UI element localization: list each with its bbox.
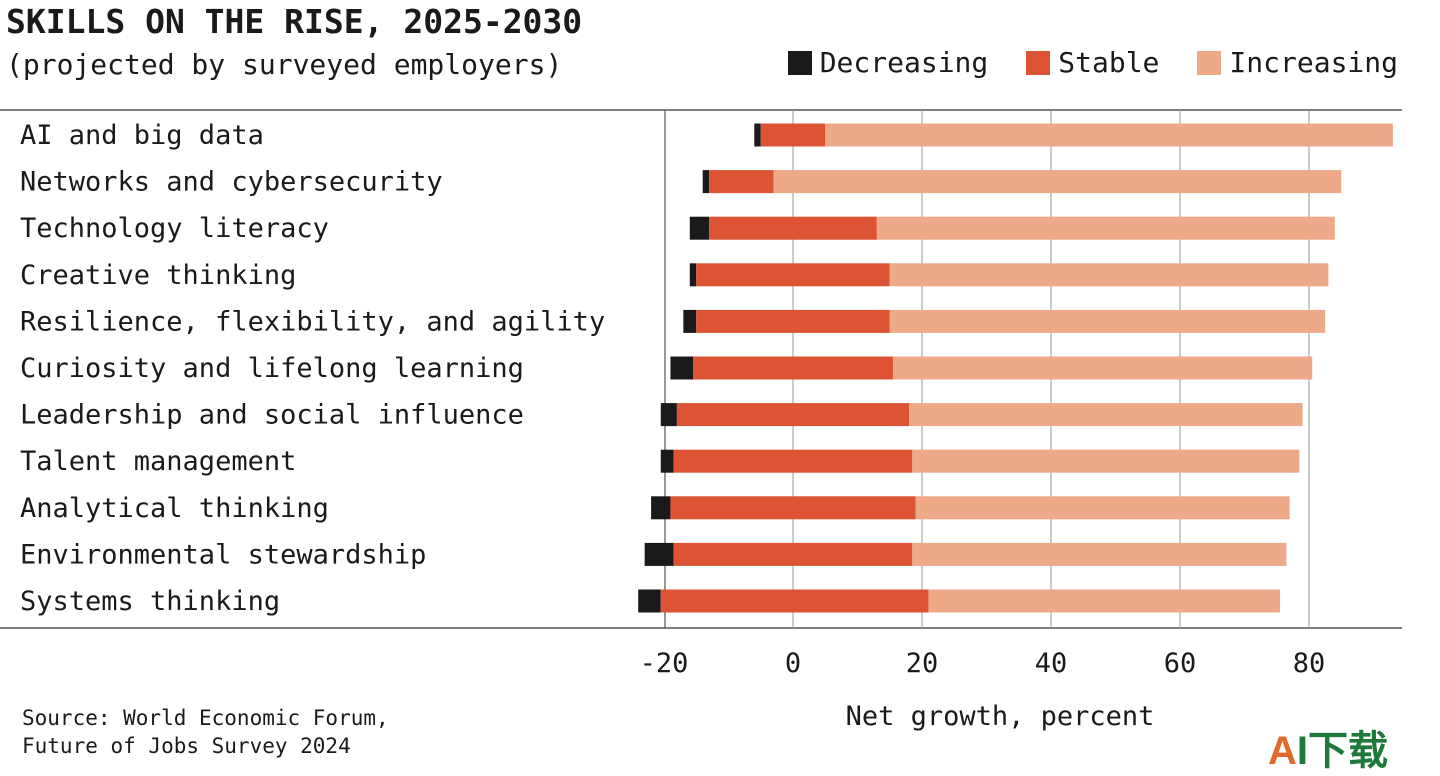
bar-increasing xyxy=(892,356,1313,380)
bar-increasing xyxy=(825,123,1393,147)
category-label: Creative thinking xyxy=(20,260,296,291)
bar-decreasing xyxy=(702,170,710,194)
legend-item-increasing: Increasing xyxy=(1197,46,1398,79)
bar-increasing xyxy=(912,542,1287,566)
bar-increasing xyxy=(773,170,1342,194)
legend-label-decreasing: Decreasing xyxy=(819,46,989,79)
category-label: Systems thinking xyxy=(20,586,280,617)
legend-label-stable: Stable xyxy=(1058,46,1160,79)
source-line-2: Future of Jobs Survey 2024 xyxy=(22,734,351,758)
bar-decreasing xyxy=(660,449,674,473)
category-label: AI and big data xyxy=(20,120,264,151)
bar-increasing xyxy=(912,449,1300,473)
chart-subtitle: (projected by surveyed employers) xyxy=(6,48,563,81)
bar-decreasing xyxy=(644,542,674,566)
bar-decreasing xyxy=(651,496,671,520)
category-label: Technology literacy xyxy=(20,213,329,244)
category-label: Talent management xyxy=(20,446,296,477)
chart-title: SKILLS ON THE RISE, 2025-2030 xyxy=(6,2,583,41)
bar-stable xyxy=(673,449,913,473)
category-label: Analytical thinking xyxy=(20,493,329,524)
bar-stable xyxy=(693,356,893,380)
bar-decreasing xyxy=(683,309,697,333)
x-tick-label: 80 xyxy=(1293,648,1326,679)
category-label: Resilience, flexibility, and agility xyxy=(20,306,605,337)
bar-decreasing xyxy=(689,216,710,240)
legend-item-stable: Stable xyxy=(1026,46,1159,79)
x-tick-label: 40 xyxy=(1035,648,1068,679)
bar-stable xyxy=(709,170,774,194)
x-tick-label: 60 xyxy=(1164,648,1197,679)
bar-stable xyxy=(696,309,890,333)
x-tick-label: 20 xyxy=(906,648,939,679)
bar-increasing xyxy=(928,589,1280,613)
bar-stable xyxy=(709,216,877,240)
bar-increasing xyxy=(889,309,1326,333)
bar-increasing xyxy=(915,496,1290,520)
watermark-logo: AI下载 xyxy=(1268,729,1389,773)
category-label: Curiosity and lifelong learning xyxy=(20,353,524,384)
bar-increasing xyxy=(889,263,1329,287)
bar-stable xyxy=(696,263,890,287)
source-note: Source: World Economic Forum, Future of … xyxy=(22,704,389,760)
category-label: Networks and cybersecurity xyxy=(20,167,443,198)
bar-decreasing xyxy=(689,263,697,287)
bar-stable xyxy=(673,542,913,566)
legend-swatch-increasing xyxy=(1197,50,1222,75)
bar-stable xyxy=(670,496,916,520)
category-label: Environmental stewardship xyxy=(20,539,426,570)
source-line-1: Source: World Economic Forum, xyxy=(22,706,389,730)
bar-stable xyxy=(660,589,929,613)
bar-increasing xyxy=(876,216,1335,240)
legend-label-increasing: Increasing xyxy=(1229,46,1398,79)
legend-swatch-decreasing xyxy=(787,50,812,75)
bar-decreasing xyxy=(670,356,694,380)
x-axis-label: Net growth, percent xyxy=(846,701,1155,732)
legend: Decreasing Stable Increasing xyxy=(750,46,1398,79)
x-tick-label: 0 xyxy=(785,648,801,679)
bar-increasing xyxy=(909,403,1303,427)
bar-stable xyxy=(676,403,910,427)
legend-swatch-stable xyxy=(1026,50,1051,75)
bar-decreasing xyxy=(660,403,677,427)
bar-decreasing xyxy=(638,589,661,613)
bar-stable xyxy=(760,123,826,147)
category-label: Leadership and social influence xyxy=(20,400,524,431)
bar-decreasing xyxy=(754,123,761,147)
x-tick-label: -20 xyxy=(640,648,689,679)
legend-item-decreasing: Decreasing xyxy=(787,46,989,79)
